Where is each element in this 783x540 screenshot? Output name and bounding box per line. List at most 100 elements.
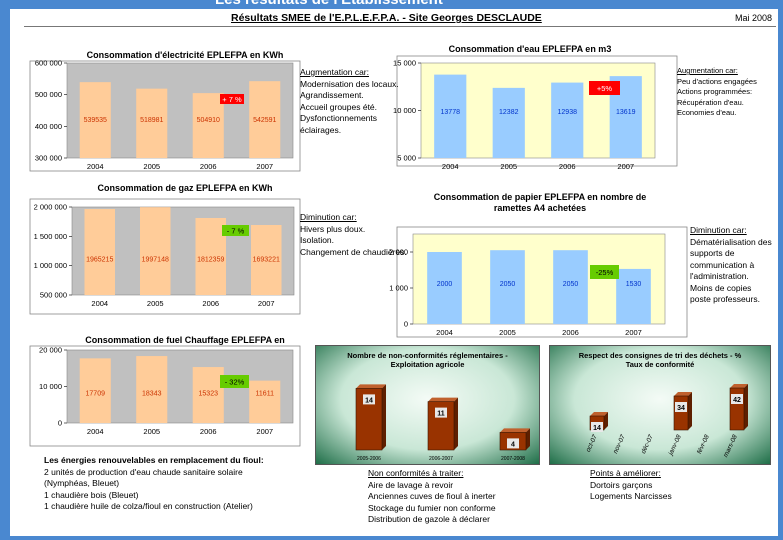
- paper-bar: [427, 252, 462, 324]
- water-bar: [492, 87, 525, 158]
- paper-note-line: communication à: [690, 259, 755, 270]
- water-x-tick-label: 2007: [617, 162, 634, 171]
- gas-x-tick-label: 2006: [202, 299, 219, 308]
- water-y-tick-label: 5 000: [397, 154, 416, 163]
- waste-sorting-x-tick-label: janv-08: [667, 434, 683, 458]
- waste-sorting-value-box: [591, 422, 603, 432]
- gas-y-tick-label: 2 000 000: [34, 203, 67, 212]
- waste-sorting-bar-side: [604, 412, 608, 430]
- waste-sorting-bar-side: [688, 392, 692, 430]
- waste-sorting-bar-top: [730, 384, 748, 388]
- paper-note-line: Moins de copies: [690, 282, 752, 293]
- water-chart-title: Consommation d'eau EPLEFPA en m3: [448, 44, 612, 54]
- paper-x-tick-label: 2007: [625, 328, 642, 337]
- renewable-energy-line: (Nymphéas, Bleuet): [44, 478, 120, 488]
- electricity-bar: [79, 82, 111, 158]
- nonconformities-line: Distribution de gazole à déclarer: [368, 514, 490, 524]
- electricity-y-tick-label: 300 000: [35, 154, 62, 163]
- gas-value-label: 1693221: [253, 257, 280, 264]
- paper-bar: [490, 250, 525, 324]
- waste-sorting-panel: Respect des consignes de tri des déchets…: [549, 345, 771, 465]
- nonconformities-line: Aire de lavage à revoir: [368, 479, 454, 490]
- electricity-bar: [249, 81, 281, 158]
- fuel-x-tick-label: 2005: [143, 427, 160, 436]
- electricity-note-line: Modernisation des locaux.: [300, 78, 399, 89]
- paper-y-tick-label: 0: [404, 320, 408, 329]
- fuel-bar: [79, 358, 111, 423]
- gas-note-heading: Diminution car:: [300, 212, 357, 222]
- waste-sorting-x-tick-label: févr-08: [696, 434, 711, 456]
- paper-note-line: supports de: [690, 248, 735, 258]
- gas-value-label: 1812359: [197, 257, 224, 264]
- paper-value-label: 2050: [500, 281, 516, 288]
- gas-note-line: Changement de chaudières.: [300, 246, 407, 257]
- gas-note: Diminution car: Hivers plus doux. Isolat…: [300, 212, 407, 258]
- water-note: Augmentation car: Peu d'actions engagées…: [677, 66, 757, 119]
- electricity-change-label: + 7 %: [222, 95, 242, 104]
- fuel-y-tick-label: 10 000: [39, 382, 62, 391]
- nonconformities-x-tick-label: 2007-2008: [501, 456, 525, 462]
- nonconformities-chart-title: Nombre de non-conformités réglementaires…: [347, 351, 508, 369]
- fuel-y-tick-label: 0: [58, 419, 62, 428]
- nonconformities-bar-top: [428, 397, 458, 402]
- electricity-value-label: 542591: [253, 117, 276, 124]
- waste-sorting-value-box: [731, 394, 743, 404]
- water-change-label: +5%: [597, 84, 613, 93]
- electricity-value-label: 504910: [197, 117, 220, 124]
- waste-sorting-bar: [673, 395, 689, 431]
- electricity-x-tick-label: 2005: [143, 162, 160, 171]
- paper-note-line: Dématérialisation des: [690, 236, 772, 247]
- paper-x-tick-label: 2006: [562, 328, 579, 337]
- water-note-line: Récupération d'eau.: [677, 97, 744, 107]
- water-note-line: Economies d'eau.: [677, 108, 737, 117]
- electricity-x-tick-label: 2007: [256, 162, 273, 171]
- electricity-chart-title: Consommation d'électricité EPLEFPA en KW…: [86, 50, 284, 60]
- waste-sorting-value-box: [675, 402, 687, 412]
- gas-change-badge: [222, 225, 249, 236]
- gas-value-label: 1965215: [86, 257, 113, 264]
- water-y-tick-label: 15 000: [393, 59, 416, 68]
- water-value-label: 13778: [441, 109, 461, 116]
- gas-bar: [84, 209, 116, 295]
- water-y-tick-label: 10 000: [393, 106, 416, 115]
- waste-sorting-x-tick-label: nov-07: [612, 434, 627, 455]
- nonconformities-x-tick-label: 2005-2006: [357, 456, 381, 462]
- paper-note-heading: Diminution car:: [690, 225, 747, 235]
- electricity-y-tick-label: 500 000: [35, 90, 62, 99]
- nonconformities-note: Non conformités à traiter: Aire de lavag…: [368, 468, 496, 526]
- paper-change-badge: [590, 265, 619, 279]
- electricity-note: Augmentation car: Modernisation des loca…: [300, 67, 399, 136]
- nonconformities-bar-side: [382, 384, 386, 450]
- improvements-note: Points à améliorer: Dortoirs garçons Log…: [590, 468, 672, 503]
- nonconformities-x-tick-label: 2006-2007: [429, 456, 453, 462]
- nonconformities-value-box: [507, 438, 519, 449]
- gas-y-tick-label: 1 500 000: [34, 232, 67, 241]
- water-note-heading: Augmentation car:: [677, 66, 738, 75]
- fuel-change-label: - 32%: [225, 377, 245, 386]
- water-note-line: Peu d'actions engagées: [677, 76, 757, 86]
- gas-bar: [139, 207, 171, 295]
- paper-chart-title: Consommation de papier EPLEFPA en nombre…: [433, 192, 647, 213]
- electricity-bar: [192, 93, 224, 158]
- gas-bar: [250, 224, 282, 295]
- waste-sorting-bar-top: [590, 412, 608, 416]
- electricity-x-tick-label: 2006: [200, 162, 217, 171]
- renewable-energy-line: 1 chaudière bois (Bleuet): [44, 489, 139, 500]
- electricity-bar: [136, 88, 168, 158]
- gas-note-line: Hivers plus doux.: [300, 223, 366, 234]
- electricity-note-heading: Augmentation car:: [300, 67, 369, 77]
- electricity-x-tick-label: 2004: [87, 162, 104, 171]
- fuel-change-badge: [220, 375, 249, 388]
- renewable-energy-line: 1 chaudière huile de colza/fioul en cons…: [44, 501, 253, 511]
- electricity-note-line: Accueil groupes été.: [300, 101, 378, 112]
- fuel-bar: [136, 356, 168, 423]
- waste-sorting-bar-top: [674, 392, 692, 396]
- nonconformities-panel: Nombre de non-conformités réglementaires…: [315, 345, 540, 465]
- fuel-x-tick-label: 2006: [200, 427, 217, 436]
- electricity-value-label: 518981: [140, 117, 163, 124]
- fuel-value-label: 18343: [142, 390, 162, 397]
- paper-note-line: l'administration.: [690, 271, 749, 281]
- nonconformities-value-label: 14: [365, 397, 373, 404]
- gas-y-tick-label: 1 000 000: [34, 261, 67, 270]
- improvements-heading: Points à améliorer:: [590, 468, 661, 478]
